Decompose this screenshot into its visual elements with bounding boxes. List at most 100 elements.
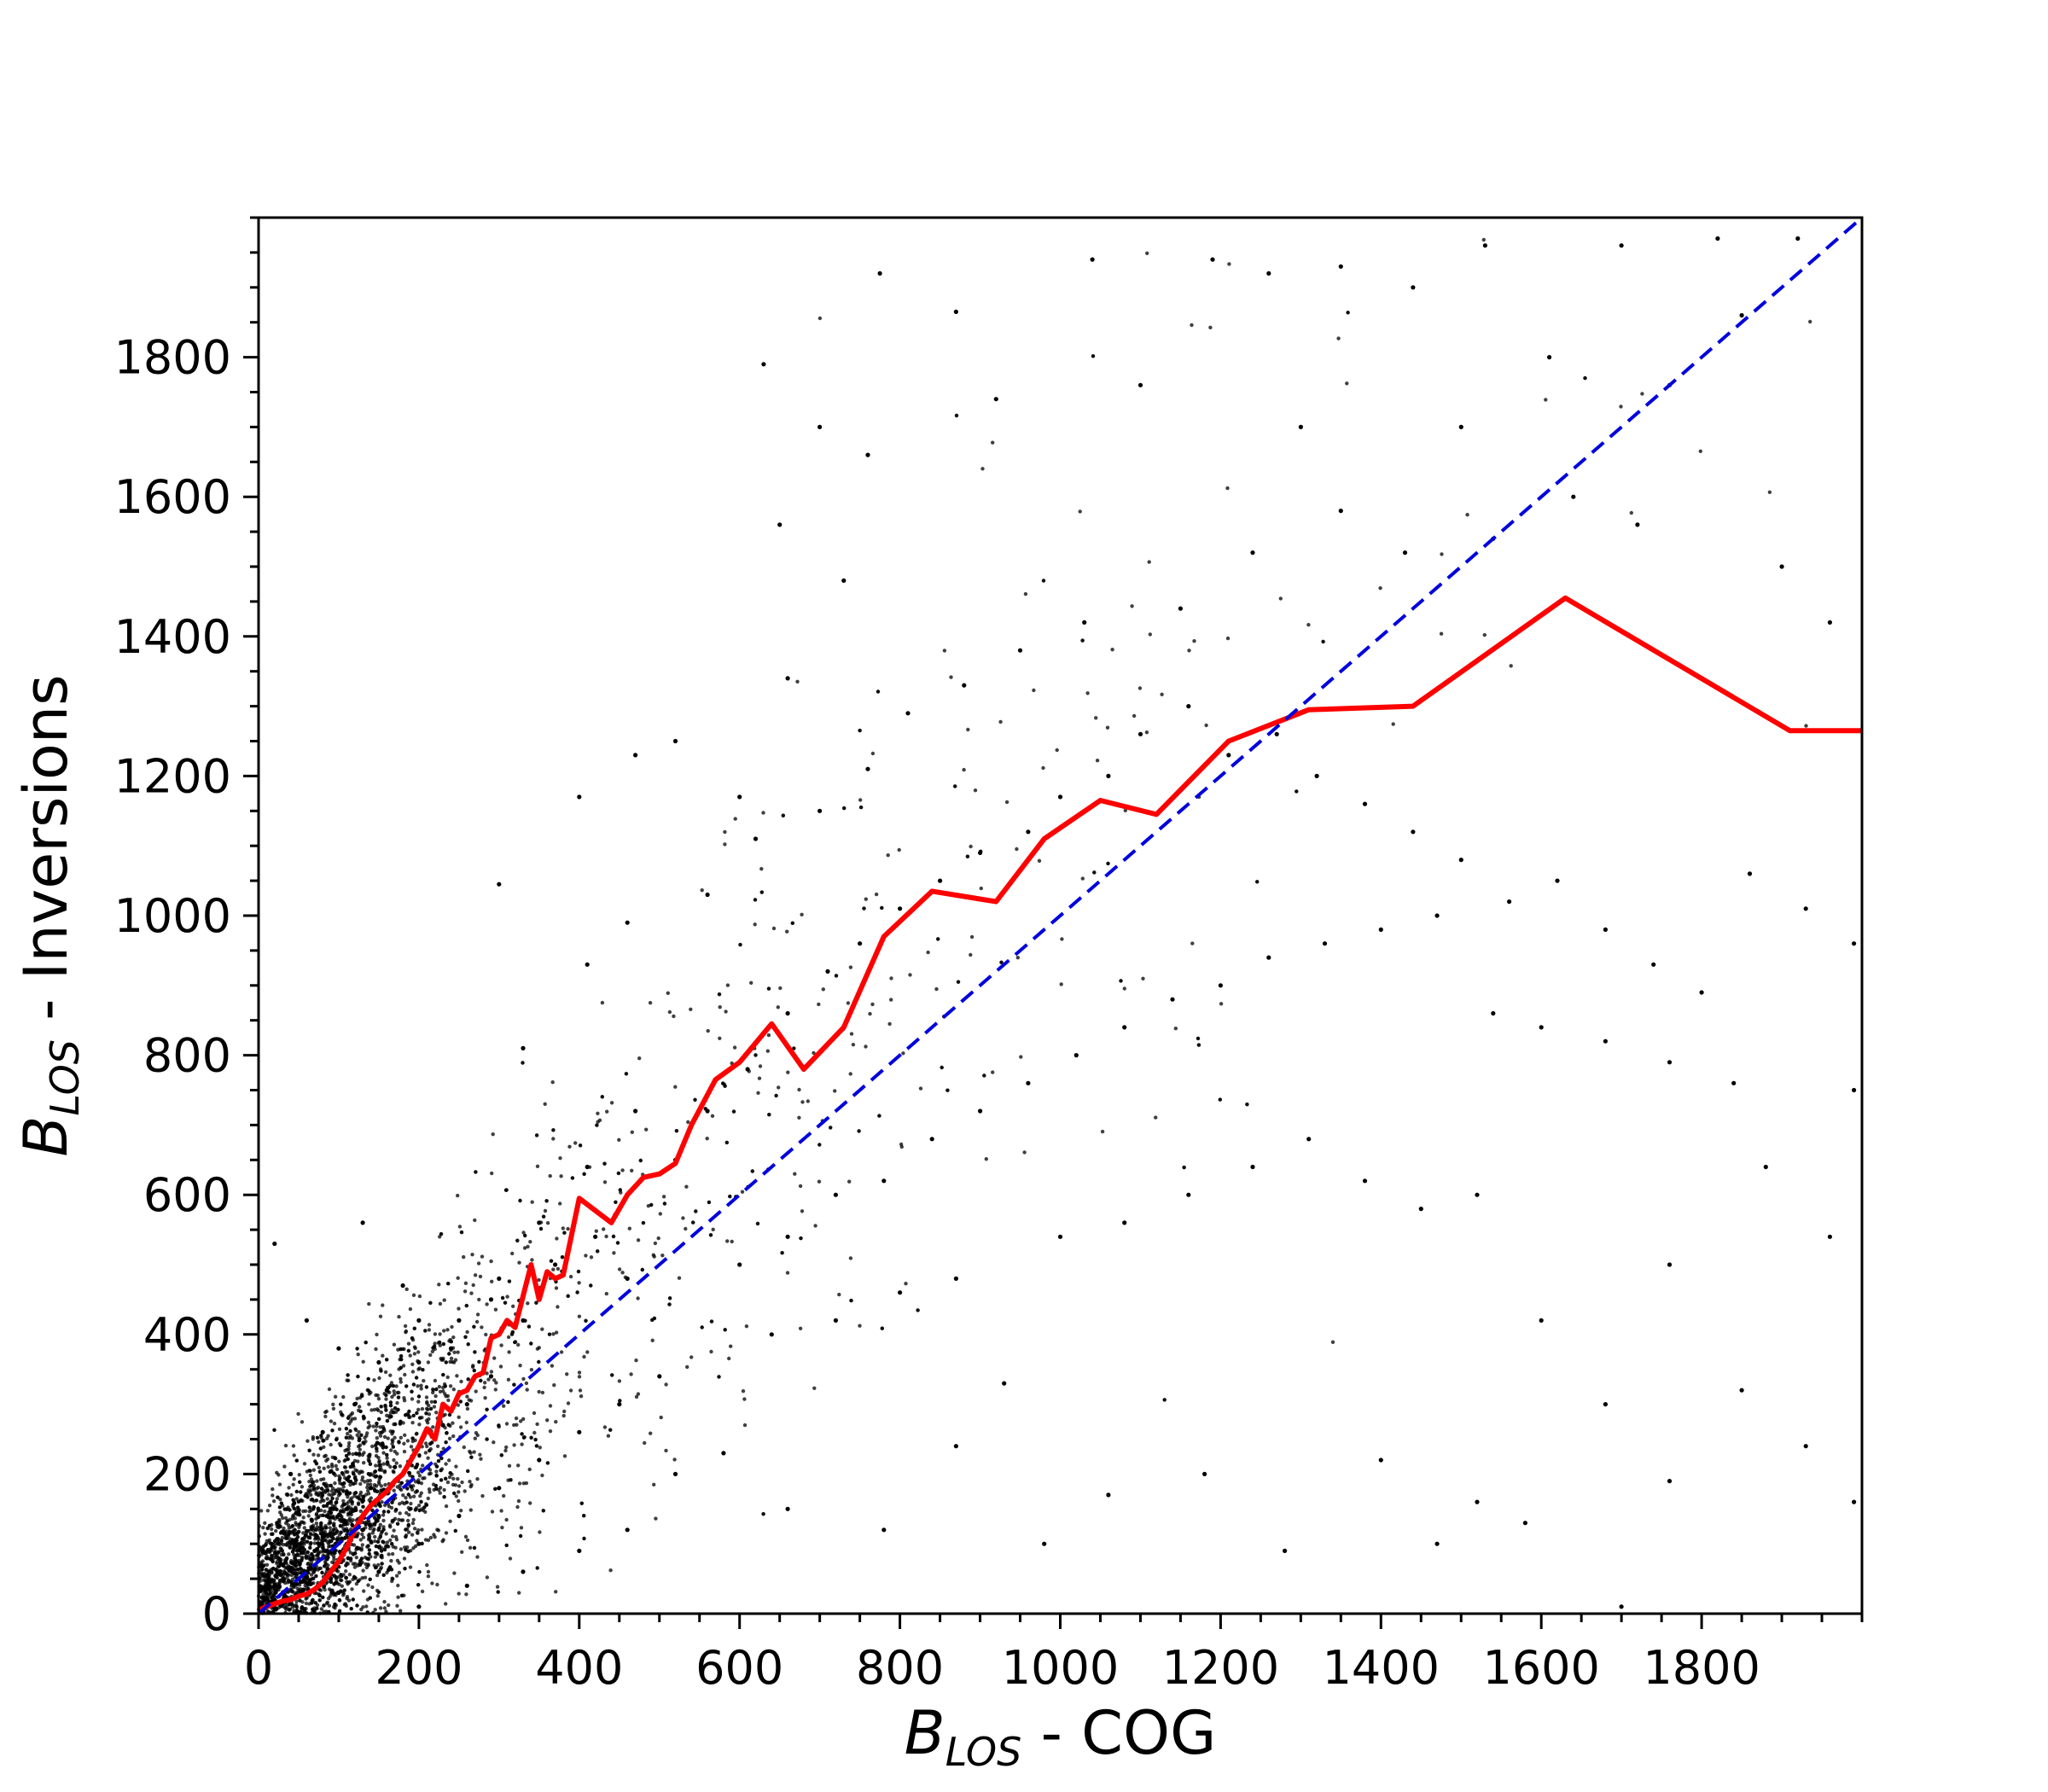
scatter-cloud-point	[415, 1463, 420, 1467]
scatter-cloud-point	[417, 1366, 422, 1370]
scatter-cloud-point	[1345, 381, 1349, 386]
scatter-cloud-point	[265, 1562, 270, 1568]
scatter-point	[1266, 271, 1271, 276]
scatter-cloud-point	[609, 1101, 614, 1105]
scatter-cloud-point	[540, 1473, 544, 1478]
scatter-point	[817, 808, 823, 813]
scatter-cloud-point	[356, 1374, 360, 1379]
scatter-cloud-point	[413, 1480, 418, 1484]
scatter-cloud-point	[562, 1409, 567, 1414]
scatter-cloud-point	[509, 1478, 513, 1482]
scatter-point	[336, 1346, 341, 1351]
scatter-cloud-point	[390, 1438, 394, 1442]
scatter-cloud-point	[330, 1487, 335, 1491]
scatter-cloud-point	[837, 1292, 841, 1297]
scatter-cloud-point	[1196, 1043, 1201, 1047]
scatter-cloud-point	[541, 1214, 546, 1219]
scatter-cloud-point	[540, 1390, 545, 1395]
scatter-cloud-point	[545, 1418, 550, 1423]
scatter-cloud-point	[880, 905, 884, 911]
scatter-cloud-point	[261, 1599, 266, 1603]
scatter-cloud-point	[1160, 692, 1164, 696]
scatter-cloud-point	[1105, 725, 1110, 730]
scatter-cloud-point	[372, 1515, 376, 1519]
scatter-cloud-point	[320, 1493, 324, 1498]
scatter-cloud-point	[611, 1234, 616, 1239]
scatter-cloud-point	[321, 1513, 325, 1518]
scatter-cloud-point	[265, 1609, 270, 1614]
scatter-cloud-point	[407, 1530, 411, 1534]
scatter-cloud-point	[390, 1520, 394, 1524]
scatter-cloud-point	[434, 1387, 439, 1392]
scatter-cloud-point	[667, 1302, 672, 1306]
scatter-cloud-point	[399, 1376, 403, 1382]
scatter-cloud-point	[368, 1523, 372, 1527]
scatter-cloud-point	[302, 1521, 306, 1526]
scatter-cloud-point	[358, 1559, 363, 1563]
scatter-cloud-point	[260, 1568, 265, 1572]
scatter-cloud-point	[410, 1370, 416, 1374]
scatter-cloud-point	[858, 798, 863, 802]
scatter-cloud-point	[261, 1526, 265, 1530]
scatter-cloud-point	[798, 1326, 803, 1331]
scatter-cloud-point	[618, 1188, 622, 1192]
scatter-cloud-point	[273, 1590, 278, 1594]
scatter-cloud-point	[337, 1512, 341, 1516]
scatter-cloud-point	[319, 1607, 323, 1611]
scatter-cloud-point	[781, 813, 785, 817]
scatter-cloud-point	[674, 1129, 679, 1133]
scatter-cloud-point	[407, 1409, 411, 1414]
scatter-cloud-point	[360, 1532, 364, 1537]
scatter-point	[833, 1318, 839, 1323]
scatter-cloud-point	[346, 1431, 350, 1436]
scatter-cloud-point	[339, 1402, 343, 1406]
scatter-cloud-point	[412, 1352, 417, 1356]
scatter-cloud-point	[323, 1587, 327, 1592]
scatter-cloud-point	[1509, 664, 1513, 668]
scatter-cloud-point	[404, 1510, 409, 1516]
scatter-cloud-point	[280, 1549, 284, 1553]
scatter-cloud-point	[281, 1543, 286, 1547]
scatter-point	[1186, 704, 1191, 709]
scatter-cloud-point	[416, 1470, 421, 1475]
scatter-cloud-point	[328, 1544, 332, 1549]
scatter-cloud-point	[347, 1573, 352, 1577]
scatter-cloud-point	[351, 1597, 355, 1602]
scatter-cloud-point	[786, 1070, 790, 1074]
scatter-cloud-point	[876, 689, 881, 694]
scatter-cloud-point	[381, 1441, 385, 1446]
scatter-point	[360, 1220, 365, 1225]
scatter-cloud-point	[464, 1592, 468, 1597]
scatter-cloud-point	[945, 1088, 950, 1092]
scatter-point	[488, 1374, 494, 1379]
scatter-cloud-point	[380, 1430, 384, 1434]
scatter-cloud-point	[271, 1586, 275, 1591]
scatter-cloud-point	[908, 973, 912, 977]
scatter-cloud-point	[357, 1452, 362, 1456]
scatter-cloud-point	[544, 1199, 549, 1203]
scatter-cloud-point	[332, 1521, 336, 1526]
scatter-cloud-point	[335, 1507, 339, 1512]
scatter-cloud-point	[378, 1606, 383, 1610]
scatter-point	[1002, 1381, 1007, 1386]
scatter-point	[1803, 906, 1808, 911]
scatter-cloud-point	[404, 1496, 408, 1500]
scatter-cloud-point	[521, 1376, 526, 1382]
scatter-cloud-point	[877, 1114, 881, 1118]
scatter-cloud-point	[294, 1599, 299, 1604]
scatter-cloud-point	[373, 1608, 377, 1612]
scatter-cloud-point	[340, 1584, 344, 1588]
scatter-cloud-point	[413, 1346, 417, 1351]
scatter-cloud-point	[325, 1497, 329, 1501]
scatter-cloud-point	[451, 1388, 456, 1392]
scatter-cloud-point	[475, 1312, 480, 1317]
scatter-cloud-point	[324, 1504, 329, 1508]
scatter-cloud-point	[350, 1522, 354, 1527]
scatter-cloud-point	[991, 1070, 995, 1074]
scatter-cloud-point	[327, 1603, 332, 1608]
scatter-cloud-point	[521, 1417, 526, 1422]
scatter-cloud-point	[326, 1541, 330, 1545]
scatter-cloud-point	[276, 1564, 282, 1568]
scatter-cloud-point	[1208, 325, 1213, 329]
scatter-cloud-point	[375, 1446, 379, 1451]
